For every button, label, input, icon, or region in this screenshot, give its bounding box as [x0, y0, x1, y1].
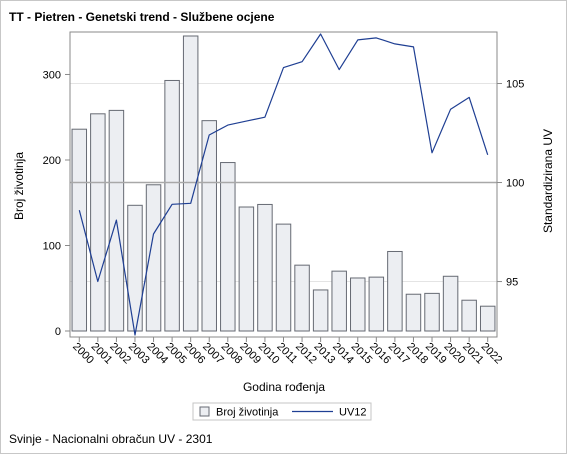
bar-2004 [145, 184, 162, 332]
bar-2000 [71, 128, 88, 332]
bar-2011 [275, 223, 292, 332]
bar-2016 [368, 276, 385, 332]
bar-2013 [312, 289, 329, 332]
y-tick-label: 300 [43, 69, 61, 81]
y2-tick-label: 100 [506, 178, 524, 190]
bars [71, 35, 496, 332]
y2-tick-label: 105 [506, 78, 524, 90]
y-tick-label: 0 [55, 326, 61, 338]
bar-2021 [461, 299, 477, 332]
bar-2017 [387, 250, 403, 332]
bar-2022 [479, 305, 496, 332]
bar-2006 [182, 35, 199, 332]
chart-svg: 0100200300951001052000200120022003200420… [12, 31, 555, 421]
footnote: Svinje - Nacionalni obračun UV - 2301 [9, 432, 213, 446]
bar-2019 [424, 292, 440, 332]
legend-label-bars: Broj životinja [216, 407, 279, 419]
uv12-line-group [78, 33, 489, 336]
bar-2009 [238, 206, 255, 332]
bar-2014 [331, 270, 347, 332]
y2-axis-label: Standardizirana UV [541, 129, 555, 233]
bar-2003 [127, 204, 143, 332]
bar-2018 [405, 293, 422, 332]
axes [65, 31, 502, 342]
bar-2005 [164, 79, 180, 332]
bar-2012 [294, 264, 310, 332]
chart-title: TT - Pietren - Genetski trend - Službene… [9, 10, 275, 24]
bar-2015 [350, 277, 366, 332]
bar-2008 [220, 162, 236, 332]
x-axis-label: Godina rođenja [243, 380, 325, 394]
bar-2020 [442, 275, 459, 332]
bar-2001 [90, 113, 106, 332]
legend-label-line: UV12 [339, 407, 367, 419]
legend-swatch-bars [199, 406, 210, 417]
y-axis-label: Broj životinja [12, 152, 26, 220]
legend: Broj životinja UV12 [192, 402, 372, 421]
bar-2010 [257, 203, 273, 332]
bar-2007 [201, 120, 217, 332]
uv12-line [78, 33, 489, 336]
y-tick-label: 100 [43, 240, 61, 252]
legend-box [192, 402, 372, 421]
y2-tick-label: 95 [506, 277, 518, 289]
y-tick-label: 200 [43, 155, 61, 167]
